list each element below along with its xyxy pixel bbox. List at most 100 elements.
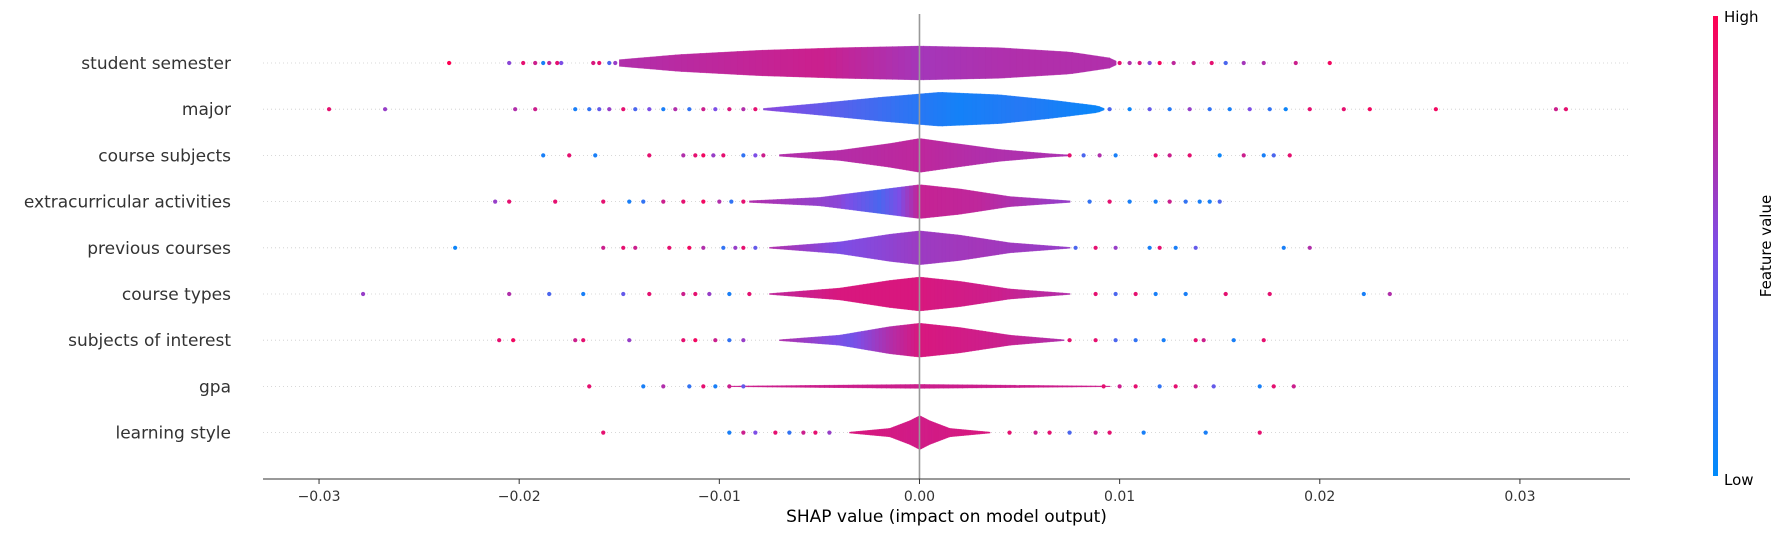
shap-point — [1231, 338, 1236, 343]
shap-point — [1167, 153, 1172, 158]
violin-slice — [919, 384, 925, 389]
violin-slice — [1028, 49, 1036, 77]
shap-point — [1097, 153, 1102, 158]
violin-slice — [867, 384, 873, 389]
shap-point — [741, 245, 746, 250]
shap-point — [687, 107, 692, 112]
shap-point — [661, 107, 666, 112]
x-tick-label: −0.01 — [698, 489, 741, 505]
shap-point — [1073, 245, 1078, 250]
shap-point — [1133, 338, 1138, 343]
shap-point — [1141, 430, 1146, 435]
shap-point — [1341, 107, 1346, 112]
x-tick-label: 0.02 — [1304, 489, 1335, 505]
shap-point — [1133, 291, 1138, 297]
shap-point — [1307, 245, 1312, 250]
violin-slice — [987, 431, 991, 434]
violin-slice — [867, 46, 875, 80]
shap-point — [701, 107, 706, 112]
feature-label: previous courses — [87, 239, 231, 259]
shap-point — [1217, 153, 1222, 158]
shap-point — [641, 199, 646, 204]
shap-point — [1209, 60, 1214, 66]
shap-point — [727, 338, 732, 343]
violin-slice — [786, 385, 792, 388]
violin-slice — [842, 47, 850, 79]
shap-point — [1293, 60, 1298, 66]
shap-point — [641, 384, 646, 389]
shap-point — [1257, 430, 1262, 435]
violin-slice — [909, 384, 916, 389]
violin-shape — [729, 384, 1111, 389]
violin-slice — [762, 385, 769, 388]
violin-slice — [1090, 385, 1097, 388]
shap-point — [1183, 291, 1188, 297]
x-tick-label: 0.00 — [904, 489, 935, 505]
shap-point — [681, 153, 686, 158]
x-tick-label: 0.03 — [1504, 489, 1535, 505]
violin-slice — [810, 385, 816, 388]
shap-point — [1101, 384, 1106, 389]
shap-point — [601, 430, 606, 435]
shap-point — [541, 60, 546, 66]
violin-slice — [1078, 53, 1086, 73]
shap-point — [1067, 338, 1072, 343]
violin-slice — [1103, 56, 1111, 70]
violin-slice — [1019, 385, 1025, 388]
shap-point — [1241, 60, 1246, 66]
shap-point — [753, 245, 758, 250]
shap-point — [1193, 384, 1198, 389]
violin-slice — [656, 55, 664, 71]
feature-label: course types — [122, 285, 231, 305]
shap-point — [713, 384, 718, 389]
shap-point — [727, 384, 732, 389]
shap-point — [753, 430, 758, 435]
violin-slice — [730, 51, 738, 75]
violin-slice — [848, 47, 856, 79]
shap-point — [1361, 291, 1366, 297]
shap-point — [1107, 199, 1112, 204]
shap-point — [661, 384, 666, 389]
violin-slice — [799, 48, 807, 78]
violin-slice — [1000, 384, 1006, 388]
violin-slice — [873, 46, 881, 80]
shap-point — [1093, 245, 1098, 250]
violin-slice — [1066, 385, 1073, 388]
x-tick-label: −0.02 — [498, 489, 541, 505]
shap-point — [681, 199, 686, 204]
violin-slice — [881, 384, 887, 389]
shap-point — [1287, 153, 1292, 158]
violin-slice — [1061, 385, 1068, 388]
violin-slice — [786, 49, 794, 77]
violin-slice — [904, 46, 912, 80]
shap-point — [761, 153, 766, 158]
violin-slice — [938, 384, 944, 389]
violin-slice — [1109, 57, 1117, 69]
violin-slice — [916, 45, 925, 81]
violin-slice — [905, 384, 911, 389]
shap-point — [701, 245, 706, 250]
violin-slice — [776, 385, 783, 388]
violin-slice — [687, 53, 695, 73]
shap-point — [360, 291, 366, 297]
shap-point — [1127, 60, 1132, 66]
shap-point — [1087, 199, 1092, 204]
violin-slice — [699, 52, 707, 74]
shap-point — [1223, 291, 1228, 297]
violin-slice — [1096, 55, 1104, 71]
shap-point — [741, 107, 746, 112]
shap-point — [1153, 291, 1158, 297]
violin-slice — [830, 47, 838, 79]
violin-slice — [814, 385, 821, 388]
violin-slice — [668, 54, 676, 72]
shap-point — [1267, 107, 1272, 112]
violin-slice — [981, 384, 987, 389]
shap-point — [1291, 384, 1296, 389]
violin-slice — [1033, 385, 1040, 388]
violin-slice — [781, 385, 788, 388]
shap-point — [1067, 153, 1072, 158]
shap-point — [1191, 60, 1196, 66]
shap-point — [717, 199, 722, 204]
violin-slice — [743, 50, 751, 76]
